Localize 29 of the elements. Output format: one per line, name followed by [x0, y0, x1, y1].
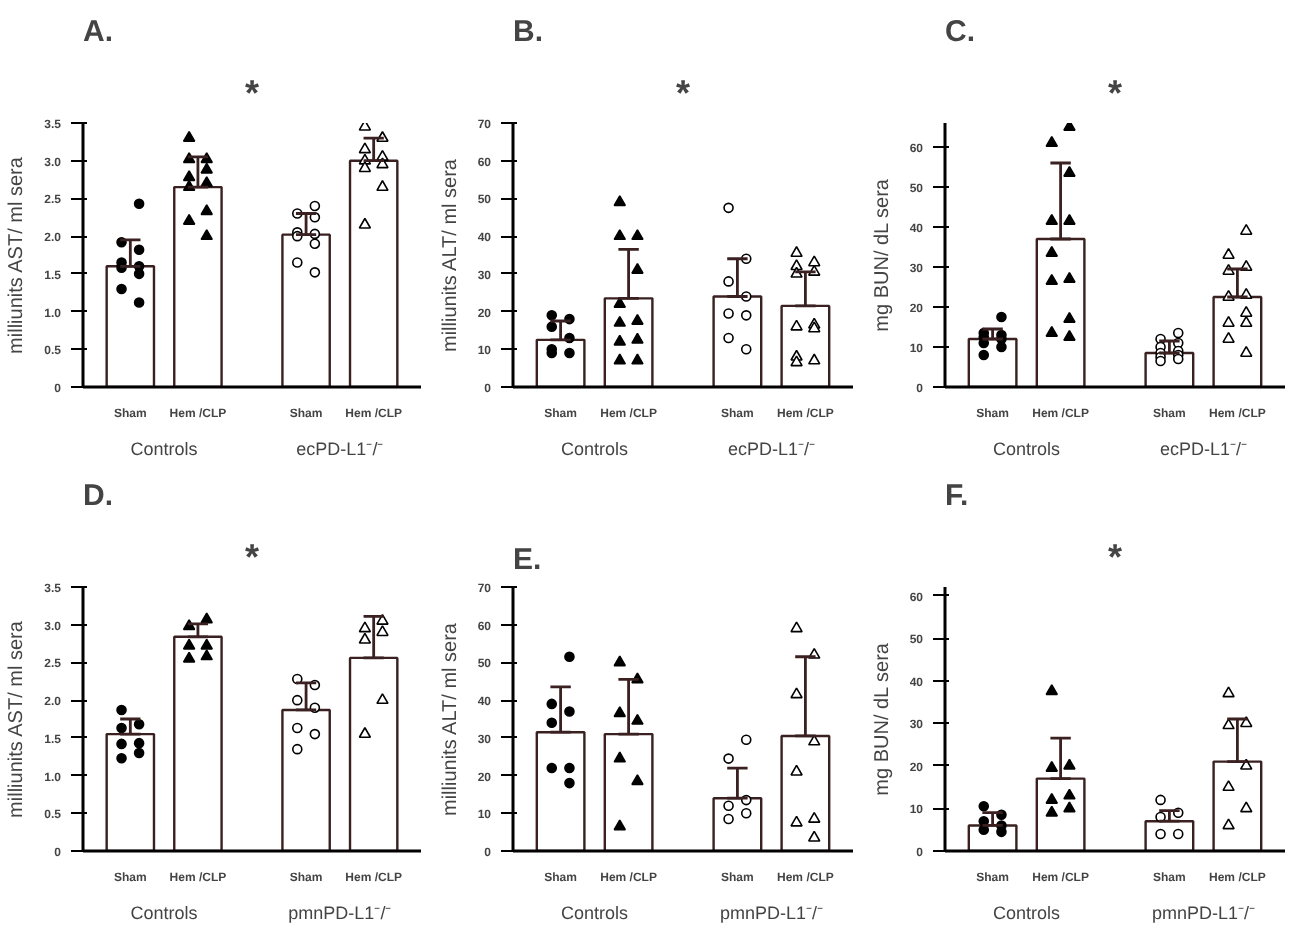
text: Controls [561, 903, 630, 923]
text: Controls [130, 439, 199, 459]
text: ecPD-L1⁻/⁻ [1159, 439, 1247, 459]
chart-title: A. [83, 15, 113, 49]
y-axis-title: milliunits AST/ ml sera [6, 620, 29, 818]
text: ecPD-L1⁻/⁻ [727, 439, 815, 459]
chart-title: F. [945, 479, 969, 513]
y-axis-title: milliunits ALT/ ml sera [439, 622, 462, 817]
text: * [245, 73, 260, 113]
text: * [676, 73, 691, 113]
y-axis-title: milliunits ALT/ ml sera [439, 158, 462, 353]
text: * [1108, 73, 1123, 113]
chart-title: B. [513, 15, 543, 49]
text: Controls [130, 903, 199, 923]
y-axis-title: mg BUN/ dL sera [871, 178, 894, 332]
text: Controls [561, 439, 630, 459]
text: * [245, 537, 260, 577]
chart-title: E. [513, 543, 542, 577]
text: Controls [993, 903, 1062, 923]
text: pmnPD-L1⁻/⁻ [288, 903, 392, 923]
text: pmnPD-L1⁻/⁻ [1151, 903, 1255, 923]
text: * [1108, 537, 1123, 577]
text: pmnPD-L1⁻/⁻ [719, 903, 823, 923]
y-axis-title: milliunits AST/ ml sera [6, 156, 29, 354]
text: ecPD-L1⁻/⁻ [296, 439, 384, 459]
text: Controls [993, 439, 1062, 459]
y-axis-title: mg BUN/ dL sera [871, 642, 894, 796]
chart-title: C. [945, 15, 975, 49]
chart-title: D. [83, 479, 113, 513]
